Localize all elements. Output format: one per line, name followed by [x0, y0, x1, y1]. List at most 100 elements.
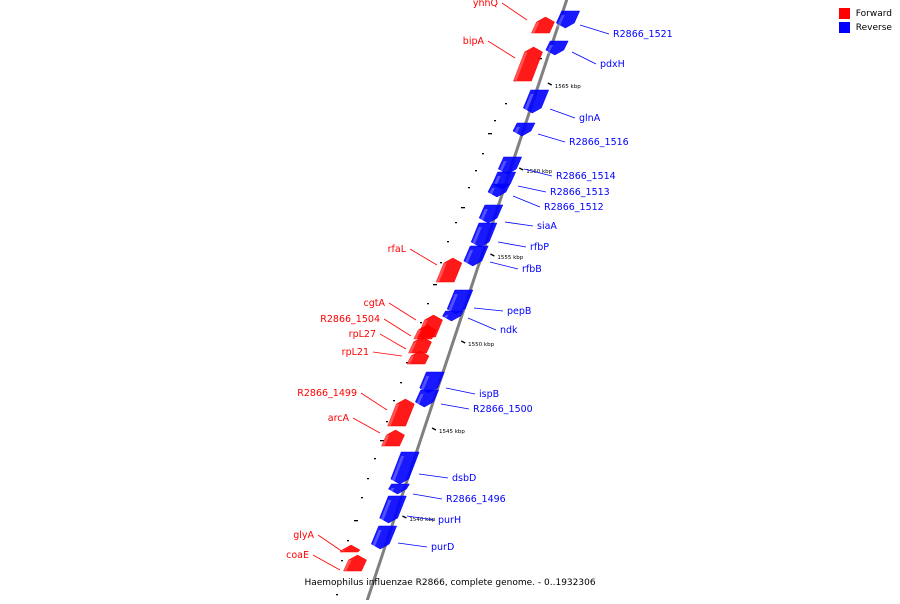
gene-leader-R2866_1516: [537, 133, 566, 143]
tick-dash: [440, 262, 442, 264]
gene-label-dsbD: dsbD: [452, 473, 476, 484]
gene-label-rfaL: rfaL: [388, 244, 407, 255]
tick-dash: [482, 153, 484, 155]
gene-shade-rpL27: [408, 342, 417, 353]
gene-label-R2866_1514: R2866_1514: [556, 171, 616, 182]
tick-dash: [475, 170, 477, 172]
gene-purH: [379, 495, 407, 524]
gene-shade-R2866_1496: [388, 488, 395, 493]
tick-mark: [431, 427, 437, 431]
gene-shade-purD: [371, 530, 382, 548]
gene-leader-dsbD: [418, 473, 449, 479]
gene-label-R2866_1521: R2866_1521: [613, 29, 673, 40]
gene-leader-ndk: [467, 317, 497, 331]
tick-dash: [354, 520, 358, 522]
tick-dash: [361, 497, 363, 499]
tick-label-1555: 1555 kbp: [497, 255, 523, 261]
tick-dash: [400, 382, 402, 384]
gene-label-coaE: coaE: [286, 550, 309, 561]
gene-label-purH: purH: [438, 515, 461, 526]
gene-shade-coaE: [343, 560, 352, 571]
gene-shade-rpL21: [406, 356, 415, 364]
gene-shade-pepB: [447, 294, 458, 313]
gene-rpL27: [408, 336, 432, 354]
gene-shade-arcA: [381, 435, 390, 446]
gene-shade-rfbB: [463, 250, 474, 265]
gene-rfbP: [470, 222, 498, 248]
gene-shade-R2866_1514: [498, 161, 507, 173]
tick-dash: [468, 187, 470, 189]
gene-label-pepB: pepB: [507, 306, 531, 317]
gene-label-purD: purD: [431, 542, 454, 553]
gene-label-R2866_1513: R2866_1513: [550, 187, 610, 198]
tick-dash: [386, 421, 388, 423]
tick-dash: [447, 241, 449, 243]
gene-shade-siaA: [479, 209, 488, 222]
gene-label-ndk: ndk: [500, 325, 518, 336]
gene-glyA: [339, 544, 361, 553]
legend-item-reverse: Reverse: [838, 22, 892, 33]
gene-shade-pdxH: [545, 45, 554, 54]
gene-leader-rfbP: [497, 241, 527, 248]
gene-yhhQ: [531, 16, 555, 34]
gene-label-arcA: arcA: [328, 413, 350, 424]
gene-leader-purD: [397, 542, 428, 548]
tick-dash: [461, 207, 465, 209]
gene-label-yhhQ: yhhQ: [473, 0, 498, 9]
gene-leader-R2866_1496: [412, 493, 443, 500]
gene-label-R2866_1500: R2866_1500: [473, 404, 533, 415]
gene-leader-R2866_1521: [579, 24, 610, 35]
map-caption: Haemophilus influenzae R2866, complete g…: [304, 578, 596, 588]
gene-label-R2866_1504: R2866_1504: [320, 314, 380, 325]
gene-siaA: [478, 204, 504, 224]
gene-R2866_1496: [388, 483, 410, 495]
gene-shade-glyA: [339, 550, 346, 552]
gene-leader-R2866_1499: [360, 392, 388, 411]
gene-R2866_1521: [555, 10, 581, 29]
gene-arcA: [381, 429, 405, 447]
gene-pdxH: [545, 40, 569, 56]
legend-forward-label: Forward: [855, 8, 892, 19]
gene-label-glnA: glnA: [579, 113, 601, 124]
gene-label-rpL21: rpL21: [342, 347, 369, 358]
gene-leader-pepB: [473, 307, 504, 312]
gene-purD: [370, 525, 398, 550]
tick-label-1545: 1545 kbp: [439, 429, 465, 435]
gene-leader-coaE: [312, 554, 341, 571]
legend-item-forward: Forward: [838, 8, 892, 19]
gene-bipA: [513, 46, 543, 82]
gene-label-R2866_1512: R2866_1512: [544, 202, 604, 213]
gene-rfaL: [435, 257, 463, 283]
gene-leader-R2866_1513: [517, 185, 547, 193]
gene-rfbB: [463, 245, 489, 267]
gene-shade-rfbP: [471, 227, 482, 246]
gene-shade-R2866_1504: [413, 330, 422, 339]
gene-shade-rfaL: [436, 263, 447, 282]
gene-leader-pdxH: [571, 51, 597, 65]
gene-label-rfbP: rfbP: [530, 242, 549, 253]
gene-leader-rfbB: [489, 261, 519, 270]
tick-mark: [490, 253, 495, 257]
gene-shade-purH: [379, 500, 392, 522]
gene-R2866_1516: [512, 122, 536, 137]
gene-label-ispB: ispB: [479, 389, 499, 400]
tick-label-1565: 1565 kbp: [555, 84, 581, 90]
gene-R2866_1512: [487, 183, 511, 198]
gene-leader-R2866_1512: [512, 195, 541, 208]
gene-label-cgtA: cgtA: [364, 298, 386, 309]
gene-shade-R2866_1516: [512, 127, 521, 135]
tick-dash: [455, 222, 457, 224]
tick-dash: [380, 440, 384, 442]
legend-reverse-label: Reverse: [855, 22, 892, 33]
gene-label-rpL27: rpL27: [349, 329, 376, 340]
gene-shade-bipA: [513, 52, 528, 81]
tick-dash: [420, 322, 422, 324]
gene-label-R2866_1516: R2866_1516: [569, 137, 629, 148]
tick-label-1540: 1540 kbp: [409, 517, 435, 523]
gene-shade-R2866_1500: [415, 394, 424, 406]
reverse-swatch: [838, 22, 850, 33]
gene-R2866_1514: [497, 156, 523, 175]
tick-dash: [374, 458, 376, 460]
gene-shade-ispB: [419, 376, 430, 392]
